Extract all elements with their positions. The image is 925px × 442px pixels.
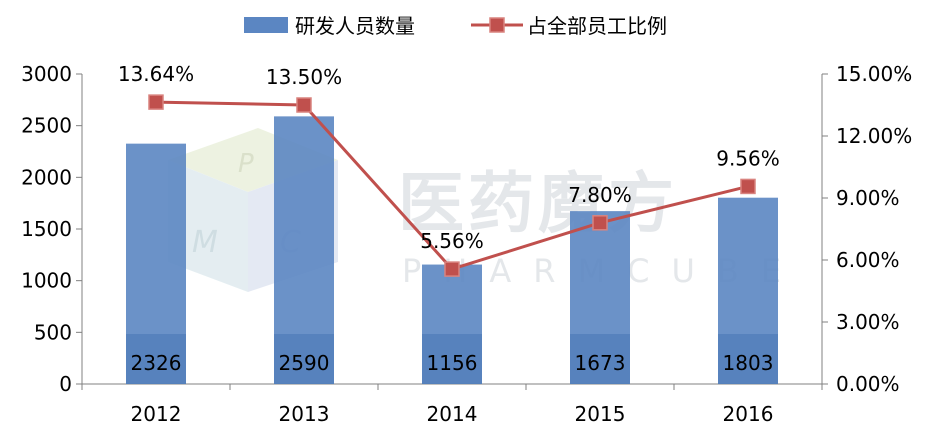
bar-data-label: 2590 <box>279 351 330 375</box>
x-tick-label: 2014 <box>427 402 478 426</box>
ratio-point-2015 <box>592 215 608 231</box>
bar-data-label: 1803 <box>723 351 774 375</box>
left-y-tick-label: 2000 <box>21 165 72 189</box>
legend-bar-swatch <box>244 17 288 33</box>
bar-label-band <box>570 334 630 384</box>
x-tick-label: 2013 <box>279 402 330 426</box>
x-tick-label: 2015 <box>575 402 626 426</box>
bar-label-band <box>718 334 778 384</box>
left-y-tick-label: 1500 <box>21 217 72 241</box>
ratio-data-label: 9.56% <box>716 146 780 170</box>
x-tick-label: 2012 <box>131 402 182 426</box>
legend-line-label: 占全部员工比例 <box>527 14 667 38</box>
right-y-tick-label: 3.00% <box>836 310 900 334</box>
right-y-tick-label: 0.00% <box>836 372 900 396</box>
left-y-tick-label: 2500 <box>21 114 72 138</box>
legend-line-marker <box>489 17 505 33</box>
legend: 研发人员数量 占全部员工比例 <box>244 14 667 38</box>
right-y-tick-label: 12.00% <box>836 124 912 148</box>
right-y-tick-label: 15.00% <box>836 62 912 86</box>
left-y-tick-label: 500 <box>34 320 72 344</box>
bar-data-label: 1156 <box>427 351 478 375</box>
bar-data-label: 1673 <box>575 351 626 375</box>
left-y-tick-label: 1000 <box>21 269 72 293</box>
watermark: P M C 医药魔方 PHARMCUBE <box>168 128 781 292</box>
ratio-data-label: 7.80% <box>568 183 632 207</box>
bar-data-label: 2326 <box>131 351 182 375</box>
right-y-tick-label: 9.00% <box>836 186 900 210</box>
ratio-point-2014 <box>444 261 460 277</box>
x-tick-label: 2016 <box>723 402 774 426</box>
axes: 0 500 1000 1500 2000 2500 3000 0.00% 3.00% 6.00%… <box>21 62 912 426</box>
bar-label-band <box>274 334 334 384</box>
ratio-data-label: 13.64% <box>118 62 194 86</box>
ratio-data-label: 5.56% <box>420 229 484 253</box>
right-y-tick-label: 6.00% <box>836 248 900 272</box>
bar-label-band <box>422 334 482 384</box>
left-y-tick-label: 3000 <box>21 62 72 86</box>
ratio-point-2012 <box>148 94 164 110</box>
bar-label-band <box>126 334 186 384</box>
legend-bar-label: 研发人员数量 <box>295 14 415 38</box>
ratio-point-2016 <box>740 178 756 195</box>
watermark-cube-letter-p: P <box>238 149 254 179</box>
ratio-point-2013 <box>296 97 312 113</box>
left-y-tick-label: 0 <box>59 372 72 396</box>
watermark-cube-letter-m: M <box>192 225 218 260</box>
ratio-data-label: 13.50% <box>266 65 342 89</box>
